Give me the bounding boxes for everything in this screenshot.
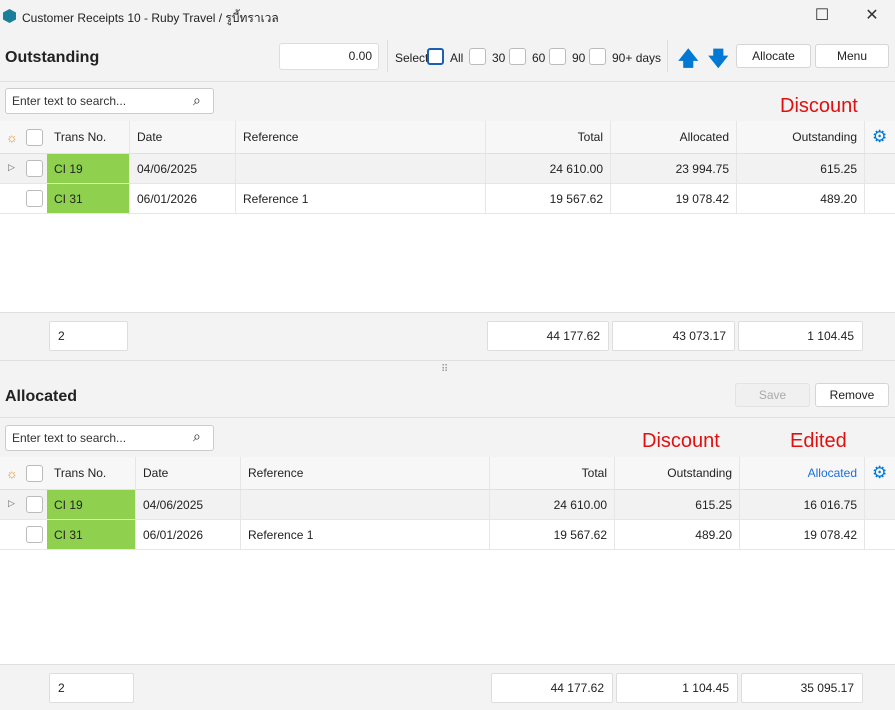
arrow-up-icon[interactable]: 🡅 bbox=[678, 48, 699, 70]
header-row: ☼ Trans No. Date Reference Total Outstanding A… bbox=[0, 457, 895, 490]
row-checkbox[interactable] bbox=[26, 526, 43, 543]
save-button[interactable]: Save bbox=[735, 383, 810, 407]
cell-c5: 615.25 bbox=[615, 490, 740, 519]
cell-total: 19 567.62 bbox=[486, 184, 611, 213]
splitter-grip-icon[interactable]: ⠿ bbox=[441, 364, 449, 375]
cell-trans: CI 31 bbox=[47, 520, 136, 549]
footer-total: 44 177.62 bbox=[487, 321, 609, 351]
search-icon[interactable]: ⌕ bbox=[193, 92, 201, 108]
cell-total: 19 567.62 bbox=[490, 520, 615, 549]
outstanding-heading: Outstanding bbox=[5, 49, 100, 66]
cell-ref: Reference 1 bbox=[241, 520, 490, 549]
cell-date: 06/01/2026 bbox=[136, 520, 241, 549]
filter-60-checkbox[interactable] bbox=[509, 48, 526, 65]
cell-ref bbox=[236, 154, 486, 183]
cell-c6: 19 078.42 bbox=[740, 520, 865, 549]
remove-button[interactable]: Remove bbox=[815, 383, 889, 407]
select-all-rows-checkbox[interactable] bbox=[26, 129, 43, 146]
filter-30-checkbox[interactable] bbox=[469, 48, 486, 65]
select-all-rows-checkbox[interactable] bbox=[26, 465, 43, 482]
footer-col5: 1 104.45 bbox=[616, 673, 738, 703]
column-header-reference[interactable]: Reference bbox=[241, 457, 490, 489]
cell-c6: 489.20 bbox=[737, 184, 865, 213]
column-header-outstanding[interactable]: Outstanding bbox=[737, 121, 865, 153]
window-title: Customer Receipts 10 - Ruby Travel / รูบ… bbox=[22, 11, 279, 25]
allocated-search-input[interactable]: Enter text to search... bbox=[5, 425, 214, 451]
column-header-reference[interactable]: Reference bbox=[236, 121, 486, 153]
cell-total: 24 610.00 bbox=[490, 490, 615, 519]
maximize-button[interactable]: ☐ bbox=[814, 7, 830, 24]
amount-field[interactable]: 0.00 bbox=[279, 43, 379, 70]
outstanding-search-input[interactable]: Enter text to search... bbox=[5, 88, 214, 114]
footer-col6: 35 095.17 bbox=[741, 673, 863, 703]
menu-button[interactable]: Menu bbox=[815, 44, 889, 68]
table-row[interactable]: CI 31 06/01/2026 Reference 1 19 567.62 489.2… bbox=[0, 520, 895, 550]
footer-col6: 1 104.45 bbox=[738, 321, 863, 351]
filter-90-checkbox[interactable] bbox=[549, 48, 566, 65]
column-settings-gear-icon[interactable]: ⚙ bbox=[872, 463, 888, 482]
row-checkbox[interactable] bbox=[26, 160, 43, 177]
column-header-trans-no-[interactable]: Trans No. bbox=[47, 121, 130, 153]
column-header-date[interactable]: Date bbox=[130, 121, 236, 153]
arrow-down-icon[interactable]: 🡇 bbox=[708, 48, 729, 70]
discount-annotation: Discount bbox=[780, 95, 858, 117]
cell-c6: 615.25 bbox=[737, 154, 865, 183]
filter-all-label: All bbox=[450, 51, 464, 65]
cell-trans: CI 31 bbox=[47, 184, 130, 213]
column-header-allocated[interactable]: Allocated bbox=[740, 457, 865, 489]
column-header-date[interactable]: Date bbox=[136, 457, 241, 489]
column-header-outstanding[interactable]: Outstanding bbox=[615, 457, 740, 489]
settings-sun-icon[interactable]: ☼ bbox=[6, 130, 18, 145]
app-logo-icon bbox=[3, 9, 16, 23]
column-header-trans-no-[interactable]: Trans No. bbox=[47, 457, 136, 489]
cell-trans: CI 19 bbox=[47, 154, 130, 183]
row-checkbox[interactable] bbox=[26, 496, 43, 513]
column-header-total[interactable]: Total bbox=[486, 121, 611, 153]
select-label: Select bbox=[395, 51, 429, 65]
row-checkbox[interactable] bbox=[26, 190, 43, 207]
cell-date: 06/01/2026 bbox=[130, 184, 236, 213]
allocate-button[interactable]: Allocate bbox=[736, 44, 811, 68]
cell-total: 24 610.00 bbox=[486, 154, 611, 183]
cell-ref: Reference 1 bbox=[236, 184, 486, 213]
footer-total: 44 177.62 bbox=[491, 673, 613, 703]
cell-date: 04/06/2025 bbox=[136, 490, 241, 519]
filter-90plus-checkbox[interactable] bbox=[589, 48, 606, 65]
allocated-heading: Allocated bbox=[5, 388, 78, 405]
header-row: ☼ Trans No. Date Reference Total Allocated Out… bbox=[0, 121, 895, 154]
allocated-grid: ☼ Trans No. Date Reference Total Outstanding A… bbox=[0, 457, 895, 664]
cell-c5: 23 994.75 bbox=[611, 154, 737, 183]
expand-arrow-icon[interactable]: ▷ bbox=[8, 162, 15, 172]
filter-90-label: 90 bbox=[572, 51, 586, 65]
cell-c6: 16 016.75 bbox=[740, 490, 865, 519]
outstanding-grid: ☼ Trans No. Date Reference Total Allocated Out… bbox=[0, 121, 895, 312]
expand-arrow-icon[interactable]: ▷ bbox=[8, 498, 15, 508]
table-row[interactable]: CI 31 06/01/2026 Reference 1 19 567.62 19 07… bbox=[0, 184, 895, 214]
column-settings-gear-icon[interactable]: ⚙ bbox=[872, 127, 888, 146]
cell-trans: CI 19 bbox=[47, 490, 136, 519]
search-icon[interactable]: ⌕ bbox=[193, 428, 201, 444]
table-row[interactable]: ▷ CI 19 04/06/2025 24 610.00 615.25 16 016.75 bbox=[0, 490, 895, 520]
cell-ref bbox=[241, 490, 490, 519]
cell-c5: 19 078.42 bbox=[611, 184, 737, 213]
cell-c5: 489.20 bbox=[615, 520, 740, 549]
edited-annotation: Edited bbox=[790, 430, 847, 452]
footer-count: 2 bbox=[49, 673, 134, 703]
cell-date: 04/06/2025 bbox=[130, 154, 236, 183]
close-button[interactable]: ✕ bbox=[865, 7, 879, 24]
select-all-checkbox[interactable] bbox=[427, 48, 444, 65]
table-row[interactable]: ▷ CI 19 04/06/2025 24 610.00 23 994.75 615.25 bbox=[0, 154, 895, 184]
settings-sun-icon[interactable]: ☼ bbox=[6, 466, 18, 481]
filter-30-label: 30 bbox=[492, 51, 506, 65]
discount-annotation: Discount bbox=[642, 430, 720, 452]
filter-90plus-label: 90+ days bbox=[612, 51, 662, 65]
filter-60-label: 60 bbox=[532, 51, 546, 65]
column-header-total[interactable]: Total bbox=[490, 457, 615, 489]
footer-count: 2 bbox=[49, 321, 128, 351]
footer-col5: 43 073.17 bbox=[612, 321, 735, 351]
column-header-allocated[interactable]: Allocated bbox=[611, 121, 737, 153]
